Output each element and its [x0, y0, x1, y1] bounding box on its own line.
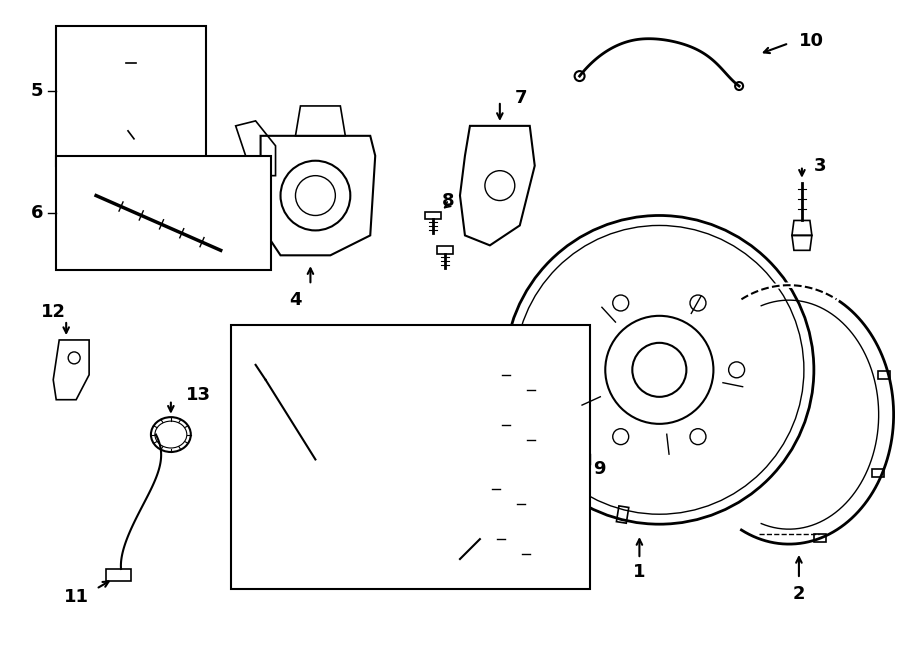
Bar — [56, 156, 271, 270]
Bar — [250, 355, 261, 367]
Text: 5: 5 — [31, 82, 43, 100]
Bar — [430, 551, 460, 567]
Text: 7: 7 — [515, 89, 527, 107]
Text: 1: 1 — [634, 563, 645, 581]
Text: 4: 4 — [289, 291, 302, 309]
Bar — [56, 26, 206, 166]
Bar — [509, 369, 530, 381]
Bar — [616, 506, 629, 524]
Text: 9: 9 — [593, 461, 606, 479]
Text: 12: 12 — [40, 303, 66, 321]
Bar — [509, 418, 530, 430]
Text: 2: 2 — [793, 585, 806, 603]
Text: 13: 13 — [185, 386, 211, 404]
Text: 11: 11 — [64, 588, 89, 606]
Text: 3: 3 — [814, 157, 826, 175]
Text: 10: 10 — [799, 32, 824, 50]
Bar — [530, 548, 550, 560]
Bar — [872, 469, 884, 477]
Text: 8: 8 — [442, 192, 454, 210]
Bar — [878, 371, 890, 379]
Bar — [535, 434, 554, 446]
Bar — [230, 325, 590, 589]
Text: 6: 6 — [31, 204, 43, 223]
Bar — [505, 533, 525, 545]
Bar — [106, 569, 131, 581]
Bar — [525, 498, 544, 510]
Bar — [814, 534, 825, 542]
Bar — [535, 384, 554, 396]
Bar — [531, 460, 549, 478]
Bar — [500, 483, 520, 495]
